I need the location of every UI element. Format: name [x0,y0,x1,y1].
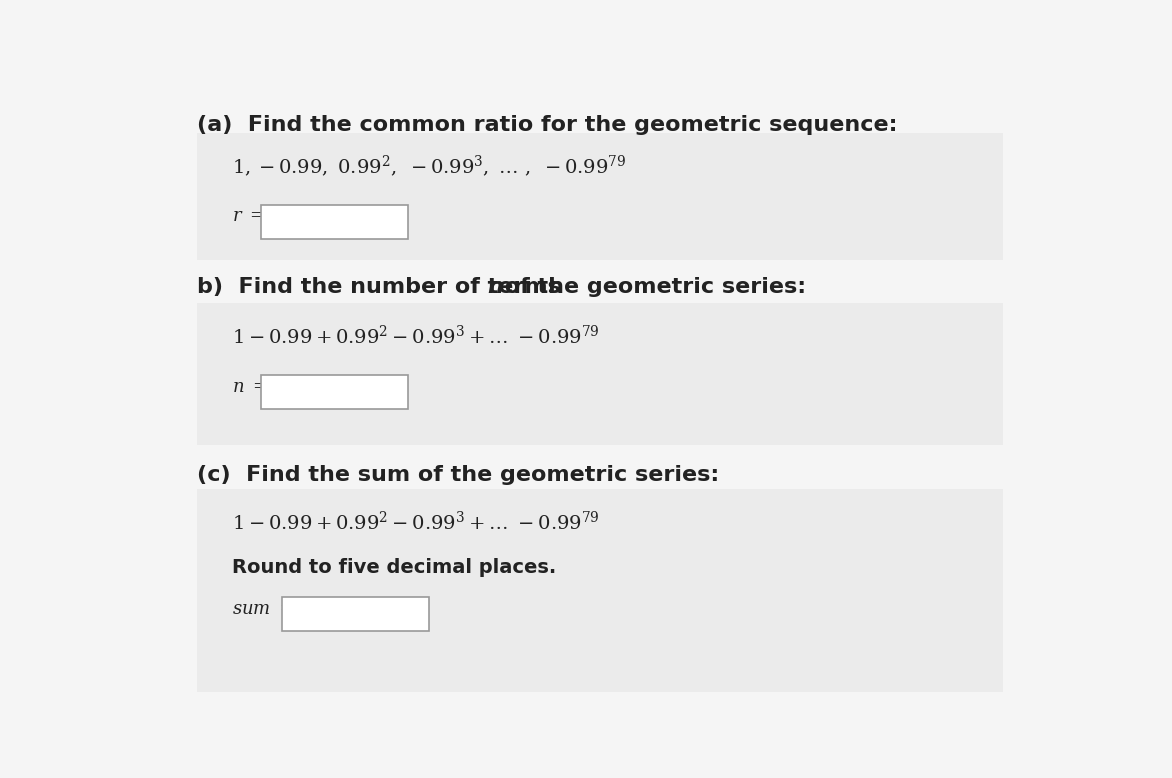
Bar [282,597,429,631]
Bar [261,205,409,239]
Text: (a)  Find the common ratio for the geometric sequence:: (a) Find the common ratio for the geomet… [197,115,898,135]
Text: $sum\ =$: $sum\ =$ [232,600,294,618]
Text: (c)  Find the sum of the geometric series:: (c) Find the sum of the geometric series… [197,464,720,485]
Text: n: n [488,277,504,296]
Text: $r\ =$: $r\ =$ [232,207,265,226]
Text: $1 - 0.99 + 0.99^{2} - 0.99^{3} + \ldots\ - 0.99^{79}$: $1 - 0.99 + 0.99^{2} - 0.99^{3} + \ldots… [232,510,600,534]
Text: Round to five decimal places.: Round to five decimal places. [232,559,556,577]
Text: $1 - 0.99 + 0.99^{2} - 0.99^{3} + \ldots\ - 0.99^{79}$: $1 - 0.99 + 0.99^{2} - 0.99^{3} + \ldots… [232,324,600,348]
Bar [197,303,1003,445]
Bar [197,489,1003,692]
Text: of the geometric series:: of the geometric series: [497,277,806,296]
Text: $n\ =$: $n\ =$ [232,378,267,396]
Bar [197,133,1003,261]
Bar [261,375,409,409]
Text: $1, -0.99,\ 0.99^{2},\ -0.99^{3},\ \ldots\ ,\ -0.99^{79}$: $1, -0.99,\ 0.99^{2},\ -0.99^{3},\ \ldot… [232,153,626,179]
Text: b)  Find the number of terms: b) Find the number of terms [197,277,568,296]
